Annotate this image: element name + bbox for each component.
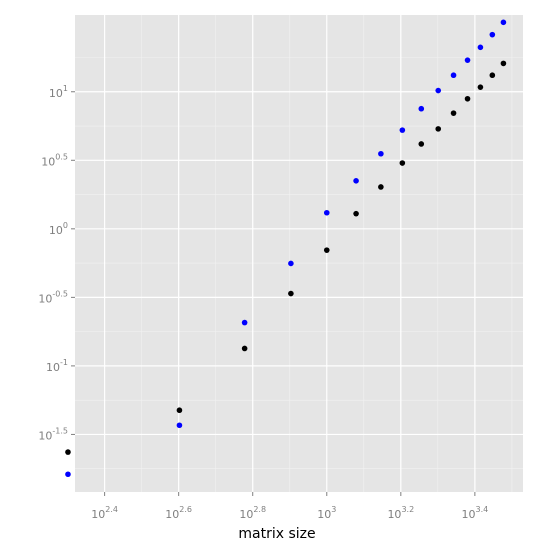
black-data-point — [353, 210, 359, 217]
blue-data-point — [500, 19, 507, 26]
blue-data-point — [65, 471, 71, 478]
plot-panel — [75, 15, 523, 492]
black-data-point — [378, 184, 384, 190]
blue-data-point — [378, 150, 384, 157]
y-tick-label: 10-1.5 — [38, 426, 68, 442]
blue-data-point — [323, 209, 330, 216]
x-axis-title: matrix size — [238, 526, 315, 542]
y-tick-label: 100.5 — [41, 152, 68, 168]
blue-data-point — [241, 319, 248, 326]
x-tick-label: 102.4 — [91, 505, 118, 521]
blue-data-point — [353, 178, 359, 184]
data-points — [65, 19, 507, 478]
y-tick-label: 10-0.5 — [38, 289, 68, 305]
black-data-point — [418, 141, 425, 147]
blue-data-point — [399, 127, 406, 133]
y-tick-label: 10-1 — [46, 358, 68, 374]
black-data-point — [399, 160, 406, 166]
y-tick-label: 100 — [49, 221, 68, 237]
black-data-point — [323, 247, 330, 253]
black-data-point — [65, 449, 71, 455]
blue-data-point — [288, 260, 294, 267]
y-axis-ticks: 10-1.5 10-1 10-0.5 100 100.5 101 — [38, 84, 75, 442]
major-gridlines — [75, 15, 523, 492]
black-data-point — [489, 72, 496, 79]
blue-data-point — [176, 422, 183, 429]
black-data-point — [241, 345, 248, 352]
black-data-point — [176, 407, 183, 414]
blue-data-point — [418, 105, 425, 112]
x-tick-label: 103.4 — [462, 505, 489, 521]
black-data-point — [288, 290, 294, 297]
minor-gridlines — [75, 15, 523, 492]
x-tick-label: 102.6 — [165, 505, 192, 521]
blue-data-point — [450, 72, 457, 79]
blue-data-point — [477, 44, 484, 51]
x-axis-ticks: 102.4 102.6 102.8 103 103.2 103.4 — [91, 492, 488, 521]
black-data-point — [450, 110, 457, 116]
x-tick-label: 102.8 — [239, 505, 266, 521]
blue-data-point — [489, 31, 496, 38]
x-tick-label: 103 — [317, 505, 336, 521]
black-data-point — [500, 60, 507, 67]
y-tick-label: 101 — [49, 84, 68, 100]
x-tick-label: 103.2 — [387, 505, 414, 521]
black-data-point — [435, 126, 442, 132]
blue-data-point — [435, 87, 442, 94]
black-data-point — [464, 95, 471, 102]
blue-data-point — [464, 57, 471, 63]
black-data-point — [477, 84, 484, 90]
